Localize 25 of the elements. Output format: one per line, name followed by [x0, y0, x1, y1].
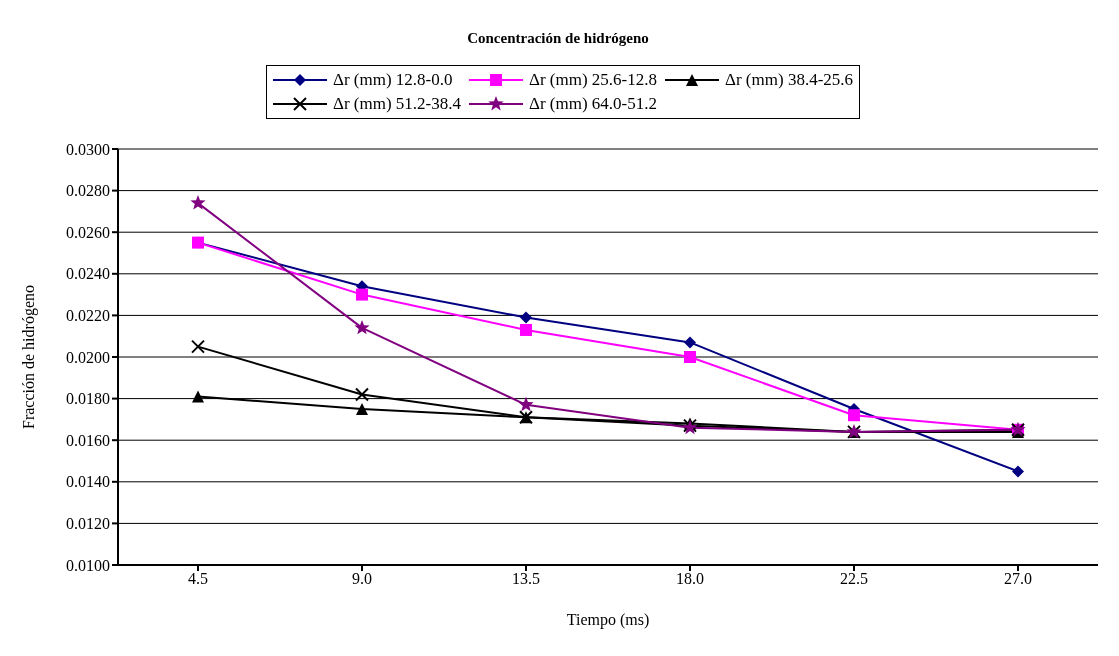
- y-tick-label: 0.0220: [66, 307, 110, 325]
- y-tick-label: 0.0260: [66, 223, 110, 241]
- y-tick-label: 0.0140: [66, 473, 110, 491]
- legend-label: Δr (mm) 64.0-51.2: [528, 94, 658, 114]
- x-tick-label: 4.5: [188, 570, 208, 588]
- x-tick-label: 13.5: [512, 570, 540, 588]
- x-tick-label: 18.0: [676, 570, 704, 588]
- chart-title: Concentración de hidrógeno: [466, 30, 650, 47]
- x-tick-label: 9.0: [352, 570, 372, 588]
- y-tick-label: 0.0160: [66, 431, 110, 449]
- x-axis-title: Tiempo (ms): [566, 611, 650, 629]
- y-tick-label: 0.0180: [66, 390, 110, 408]
- y-tick-label: 0.0100: [66, 556, 110, 574]
- legend-label: Δr (mm) 25.6-12.8: [528, 70, 658, 90]
- legend-label: Δr (mm) 38.4-25.6: [725, 70, 854, 90]
- y-axis-title: Fracción de hidrógeno: [19, 285, 38, 429]
- x-tick-label: 27.0: [1004, 570, 1032, 588]
- y-tick-label: 0.0240: [66, 265, 110, 283]
- y-tick-label: 0.0200: [66, 348, 110, 366]
- legend-label: Δr (mm) 51.2-38.4: [332, 94, 461, 114]
- y-tick-label: 0.0280: [66, 182, 110, 200]
- legend-label: Δr (mm) 12.8-0.0: [332, 70, 453, 90]
- y-tick-label: 0.0300: [66, 140, 110, 158]
- y-tick-label: 0.0120: [66, 515, 110, 533]
- x-tick-label: 22.5: [840, 570, 868, 588]
